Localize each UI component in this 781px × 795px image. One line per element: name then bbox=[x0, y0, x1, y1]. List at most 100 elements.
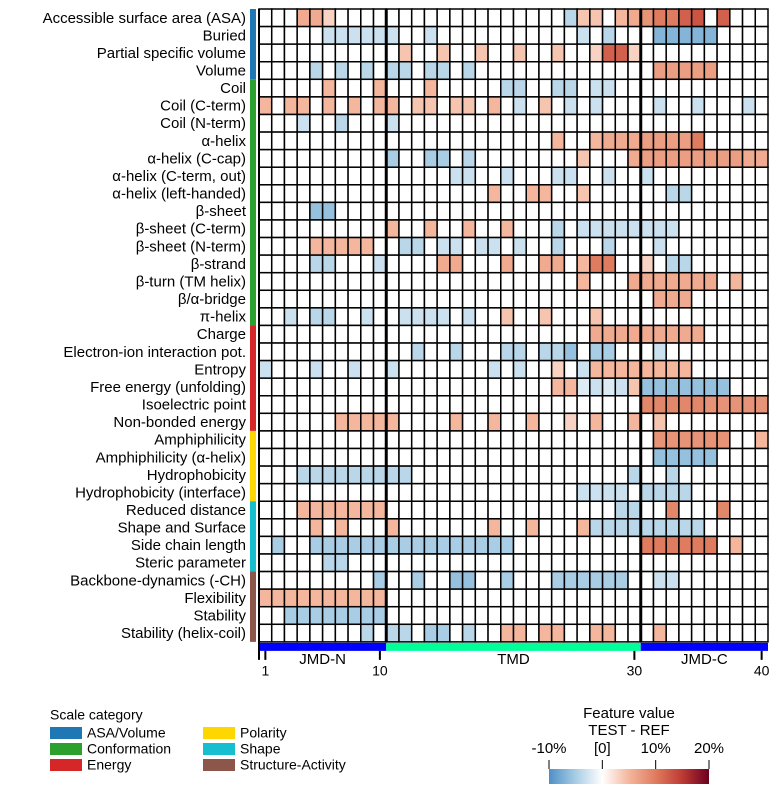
empty-cell bbox=[640, 342, 655, 362]
cell bbox=[703, 377, 718, 397]
empty-cell bbox=[321, 377, 337, 397]
empty-cell bbox=[423, 588, 438, 608]
cell bbox=[665, 271, 680, 292]
cell bbox=[589, 324, 604, 344]
empty-cell bbox=[385, 482, 400, 502]
empty-cell bbox=[296, 184, 311, 204]
empty-cell bbox=[385, 605, 400, 626]
cell bbox=[665, 395, 680, 415]
empty-cell bbox=[410, 113, 426, 133]
cell bbox=[538, 342, 553, 362]
empty-cell bbox=[258, 465, 273, 485]
empty-cell bbox=[309, 166, 324, 186]
empty-cell bbox=[283, 271, 298, 292]
category-strip bbox=[250, 79, 256, 326]
empty-cell bbox=[525, 605, 540, 626]
empty-cell bbox=[321, 482, 337, 502]
cell bbox=[741, 395, 757, 415]
cell bbox=[627, 131, 642, 151]
empty-cell bbox=[270, 324, 286, 344]
cell bbox=[678, 482, 693, 502]
empty-cell bbox=[385, 184, 400, 204]
empty-cell bbox=[741, 201, 757, 221]
empty-cell bbox=[474, 570, 489, 590]
cell bbox=[640, 535, 655, 555]
empty-cell bbox=[716, 465, 731, 485]
empty-cell bbox=[487, 148, 502, 168]
empty-cell bbox=[474, 324, 489, 344]
cell bbox=[512, 342, 527, 362]
cell bbox=[372, 96, 387, 116]
empty-cell bbox=[474, 359, 489, 379]
cell bbox=[372, 535, 387, 555]
empty-cell bbox=[334, 482, 349, 502]
cell bbox=[627, 219, 642, 239]
cell bbox=[461, 623, 477, 643]
empty-cell bbox=[436, 289, 451, 309]
empty-cell bbox=[334, 43, 349, 63]
empty-cell bbox=[716, 623, 731, 643]
empty-cell bbox=[678, 78, 693, 98]
empty-cell bbox=[347, 219, 362, 239]
cell bbox=[436, 43, 451, 63]
empty-cell bbox=[347, 482, 362, 502]
empty-cell bbox=[423, 412, 438, 432]
empty-cell bbox=[398, 131, 413, 151]
cell bbox=[461, 148, 477, 168]
cell bbox=[398, 535, 413, 555]
row-label: β/α-bridge bbox=[178, 291, 246, 308]
empty-cell bbox=[652, 78, 667, 98]
cell bbox=[678, 395, 693, 415]
empty-cell bbox=[512, 219, 527, 239]
empty-cell bbox=[703, 465, 718, 485]
empty-cell bbox=[589, 271, 604, 292]
empty-cell bbox=[461, 377, 477, 397]
row-label: Entropy bbox=[194, 361, 246, 378]
empty-cell bbox=[678, 605, 693, 626]
cell bbox=[538, 184, 553, 204]
cell bbox=[652, 412, 667, 432]
cell bbox=[703, 535, 718, 555]
empty-cell bbox=[347, 307, 362, 327]
empty-cell bbox=[309, 131, 324, 151]
empty-cell bbox=[334, 96, 349, 116]
empty-cell bbox=[716, 447, 731, 467]
cell bbox=[398, 43, 413, 63]
empty-cell bbox=[360, 395, 375, 415]
empty-cell bbox=[589, 60, 604, 81]
empty-cell bbox=[461, 359, 477, 379]
empty-cell bbox=[538, 271, 553, 292]
empty-cell bbox=[449, 518, 464, 538]
cell bbox=[309, 588, 324, 608]
x-tick-label: 1 bbox=[261, 663, 269, 679]
empty-cell bbox=[512, 588, 527, 608]
empty-cell bbox=[398, 201, 413, 221]
empty-cell bbox=[360, 78, 375, 98]
empty-cell bbox=[754, 482, 769, 502]
empty-cell bbox=[665, 113, 680, 133]
cell bbox=[601, 219, 617, 239]
empty-cell bbox=[436, 201, 451, 221]
empty-cell bbox=[283, 342, 298, 362]
empty-cell bbox=[270, 359, 286, 379]
empty-cell bbox=[258, 113, 273, 133]
cell bbox=[474, 535, 489, 555]
empty-cell bbox=[690, 236, 706, 256]
empty-cell bbox=[309, 78, 324, 98]
cell bbox=[665, 131, 680, 151]
empty-cell bbox=[385, 8, 400, 28]
empty-cell bbox=[729, 236, 744, 256]
empty-cell bbox=[754, 131, 769, 151]
empty-cell bbox=[754, 412, 769, 432]
cell bbox=[385, 518, 400, 538]
empty-cell bbox=[550, 588, 566, 608]
cell bbox=[640, 254, 655, 274]
empty-cell bbox=[321, 324, 337, 344]
cell bbox=[334, 500, 349, 520]
cell bbox=[461, 96, 477, 116]
empty-cell bbox=[614, 395, 629, 415]
cell bbox=[627, 324, 642, 344]
empty-cell bbox=[576, 236, 591, 256]
cell bbox=[690, 430, 706, 450]
empty-cell bbox=[678, 96, 693, 116]
